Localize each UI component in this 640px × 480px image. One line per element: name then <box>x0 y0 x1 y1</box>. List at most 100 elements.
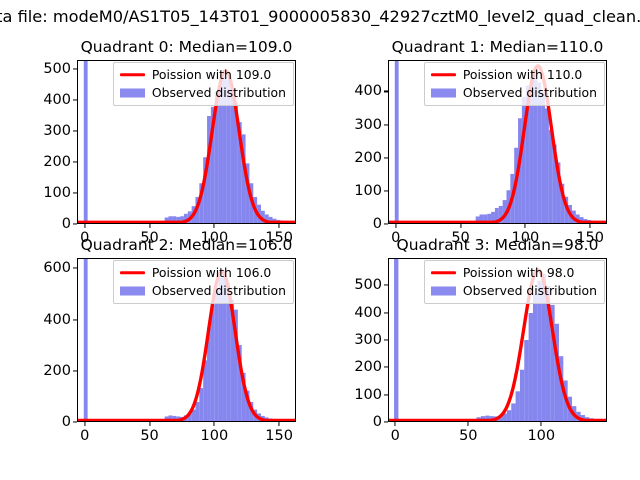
legend-entry-observed: Observed distribution <box>430 85 597 100</box>
x-tick-mark <box>278 224 280 228</box>
x-tick-label: 0 <box>391 230 401 246</box>
x-tick-label: 150 <box>576 230 604 246</box>
y-tick-label: 200 <box>43 154 71 171</box>
y-tick-mark <box>384 312 388 314</box>
y-tick-label: 100 <box>354 182 382 199</box>
y-tick-mark <box>384 284 388 286</box>
legend-entry-poisson: Poission with 98.0 <box>430 265 597 280</box>
x-tick-label: 100 <box>527 428 556 444</box>
y-tick-mark <box>73 161 77 163</box>
figure-suptitle: Data file: modeM0/AS1T05_143T01_90000058… <box>0 7 640 26</box>
y-tick-mark <box>384 157 388 159</box>
y-tick-mark <box>73 130 77 132</box>
legend-label-poisson: Poission with 98.0 <box>462 265 575 280</box>
y-tick-mark <box>384 394 388 396</box>
x-tick-label: 50 <box>459 428 478 444</box>
y-tick-mark <box>384 421 388 423</box>
y-tick-label: 500 <box>43 61 71 78</box>
x-tick-label: 150 <box>265 428 293 444</box>
legend-label-observed: Observed distribution <box>462 283 597 298</box>
legend-patch-key-icon <box>119 86 145 100</box>
axes-quadrant-0: Quadrant 0: Median=109.0 Poission with 1… <box>43 38 296 246</box>
legend-patch-key-icon <box>430 284 456 298</box>
legend-entry-poisson: Poission with 110.0 <box>430 68 597 82</box>
y-tick-label: 400 <box>354 83 382 100</box>
y-tick-mark <box>73 421 77 423</box>
y-tick-label: 0 <box>372 216 382 232</box>
plot-canvas-quadrant-2 <box>78 259 295 421</box>
y-tick-label: 400 <box>43 311 71 328</box>
axes-quadrant-3: Quadrant 3: Median=98.0 Poission with 98… <box>354 236 607 444</box>
y-tick-label: 300 <box>43 123 71 140</box>
axes-title-quadrant-2: Quadrant 2: Median=106.0 <box>80 236 293 254</box>
legend-line-key-icon <box>119 68 145 82</box>
legend-entry-observed: Observed distribution <box>119 85 286 100</box>
legend-quadrant-3: Poission with 98.0 Observed distribution <box>423 260 605 304</box>
x-tick-label: 100 <box>511 230 540 246</box>
y-tick-label: 400 <box>43 92 71 109</box>
legend-label-poisson: Poission with 109.0 <box>151 67 272 82</box>
x-tick-mark <box>394 422 396 426</box>
x-tick-mark <box>589 224 591 228</box>
x-tick-mark <box>278 422 280 426</box>
x-tick-mark <box>213 422 215 426</box>
x-tick-label: 100 <box>200 428 229 444</box>
legend-line-key-icon <box>430 266 456 280</box>
legend-line-key-icon <box>119 266 145 280</box>
x-tick-mark <box>84 224 86 228</box>
plot-canvas-quadrant-3 <box>389 259 606 421</box>
y-tick-label: 300 <box>354 332 382 348</box>
axes-quadrant-2: Quadrant 2: Median=106.0 Poission with 1… <box>43 236 296 444</box>
x-tick-mark <box>467 422 469 426</box>
legend-label-observed: Observed distribution <box>462 85 597 100</box>
y-tick-label: 200 <box>354 149 382 166</box>
x-tick-label: 50 <box>140 428 159 444</box>
y-tick-label: 200 <box>43 362 71 379</box>
legend-quadrant-0: Poission with 109.0 Observed distributio… <box>112 62 294 106</box>
legend-label-poisson: Poission with 106.0 <box>151 265 272 280</box>
plot-canvas-quadrant-0 <box>78 61 295 223</box>
y-tick-mark <box>73 267 77 269</box>
legend-quadrant-1: Poission with 110.0 Observed distributio… <box>423 62 605 106</box>
y-tick-label: 400 <box>354 304 382 321</box>
legend-label-observed: Observed distribution <box>151 85 286 100</box>
x-tick-label: 0 <box>390 428 400 444</box>
y-tick-mark <box>73 223 77 225</box>
y-tick-mark <box>384 366 388 368</box>
y-tick-label: 200 <box>354 359 382 376</box>
x-tick-mark <box>213 224 215 228</box>
y-tick-label: 100 <box>43 185 71 202</box>
y-tick-mark <box>73 68 77 70</box>
plot-canvas-quadrant-1 <box>389 61 606 223</box>
legend-line-key-icon <box>430 68 456 82</box>
x-tick-mark <box>540 422 542 426</box>
legend-entry-observed: Observed distribution <box>430 283 597 298</box>
y-tick-label: 0 <box>372 414 382 430</box>
legend-entry-observed: Observed distribution <box>119 284 286 298</box>
y-tick-label: 100 <box>354 386 382 403</box>
x-tick-mark <box>149 224 151 228</box>
x-tick-mark <box>149 422 151 426</box>
x-tick-mark <box>84 422 86 426</box>
axes-title-quadrant-0: Quadrant 0: Median=109.0 <box>80 38 293 56</box>
y-tick-label: 0 <box>61 216 71 232</box>
y-tick-mark <box>73 370 77 372</box>
y-tick-mark <box>73 192 77 194</box>
x-tick-label: 50 <box>451 230 470 246</box>
axes-title-quadrant-1: Quadrant 1: Median=110.0 <box>391 38 604 56</box>
x-tick-mark <box>395 224 397 228</box>
y-tick-label: 600 <box>43 260 71 277</box>
x-tick-label: 100 <box>200 230 229 246</box>
y-tick-label: 300 <box>354 116 382 133</box>
y-tick-mark <box>384 223 388 225</box>
legend-entry-poisson: Poission with 109.0 <box>119 67 286 82</box>
axes-title-quadrant-3: Quadrant 3: Median=98.0 <box>396 236 599 254</box>
x-tick-mark <box>524 224 526 228</box>
y-tick-mark <box>384 124 388 126</box>
legend-patch-key-icon <box>430 86 456 100</box>
x-tick-label: 50 <box>140 230 159 246</box>
y-tick-mark <box>73 99 77 101</box>
x-tick-label: 150 <box>265 230 293 246</box>
x-tick-label: 0 <box>80 428 90 444</box>
